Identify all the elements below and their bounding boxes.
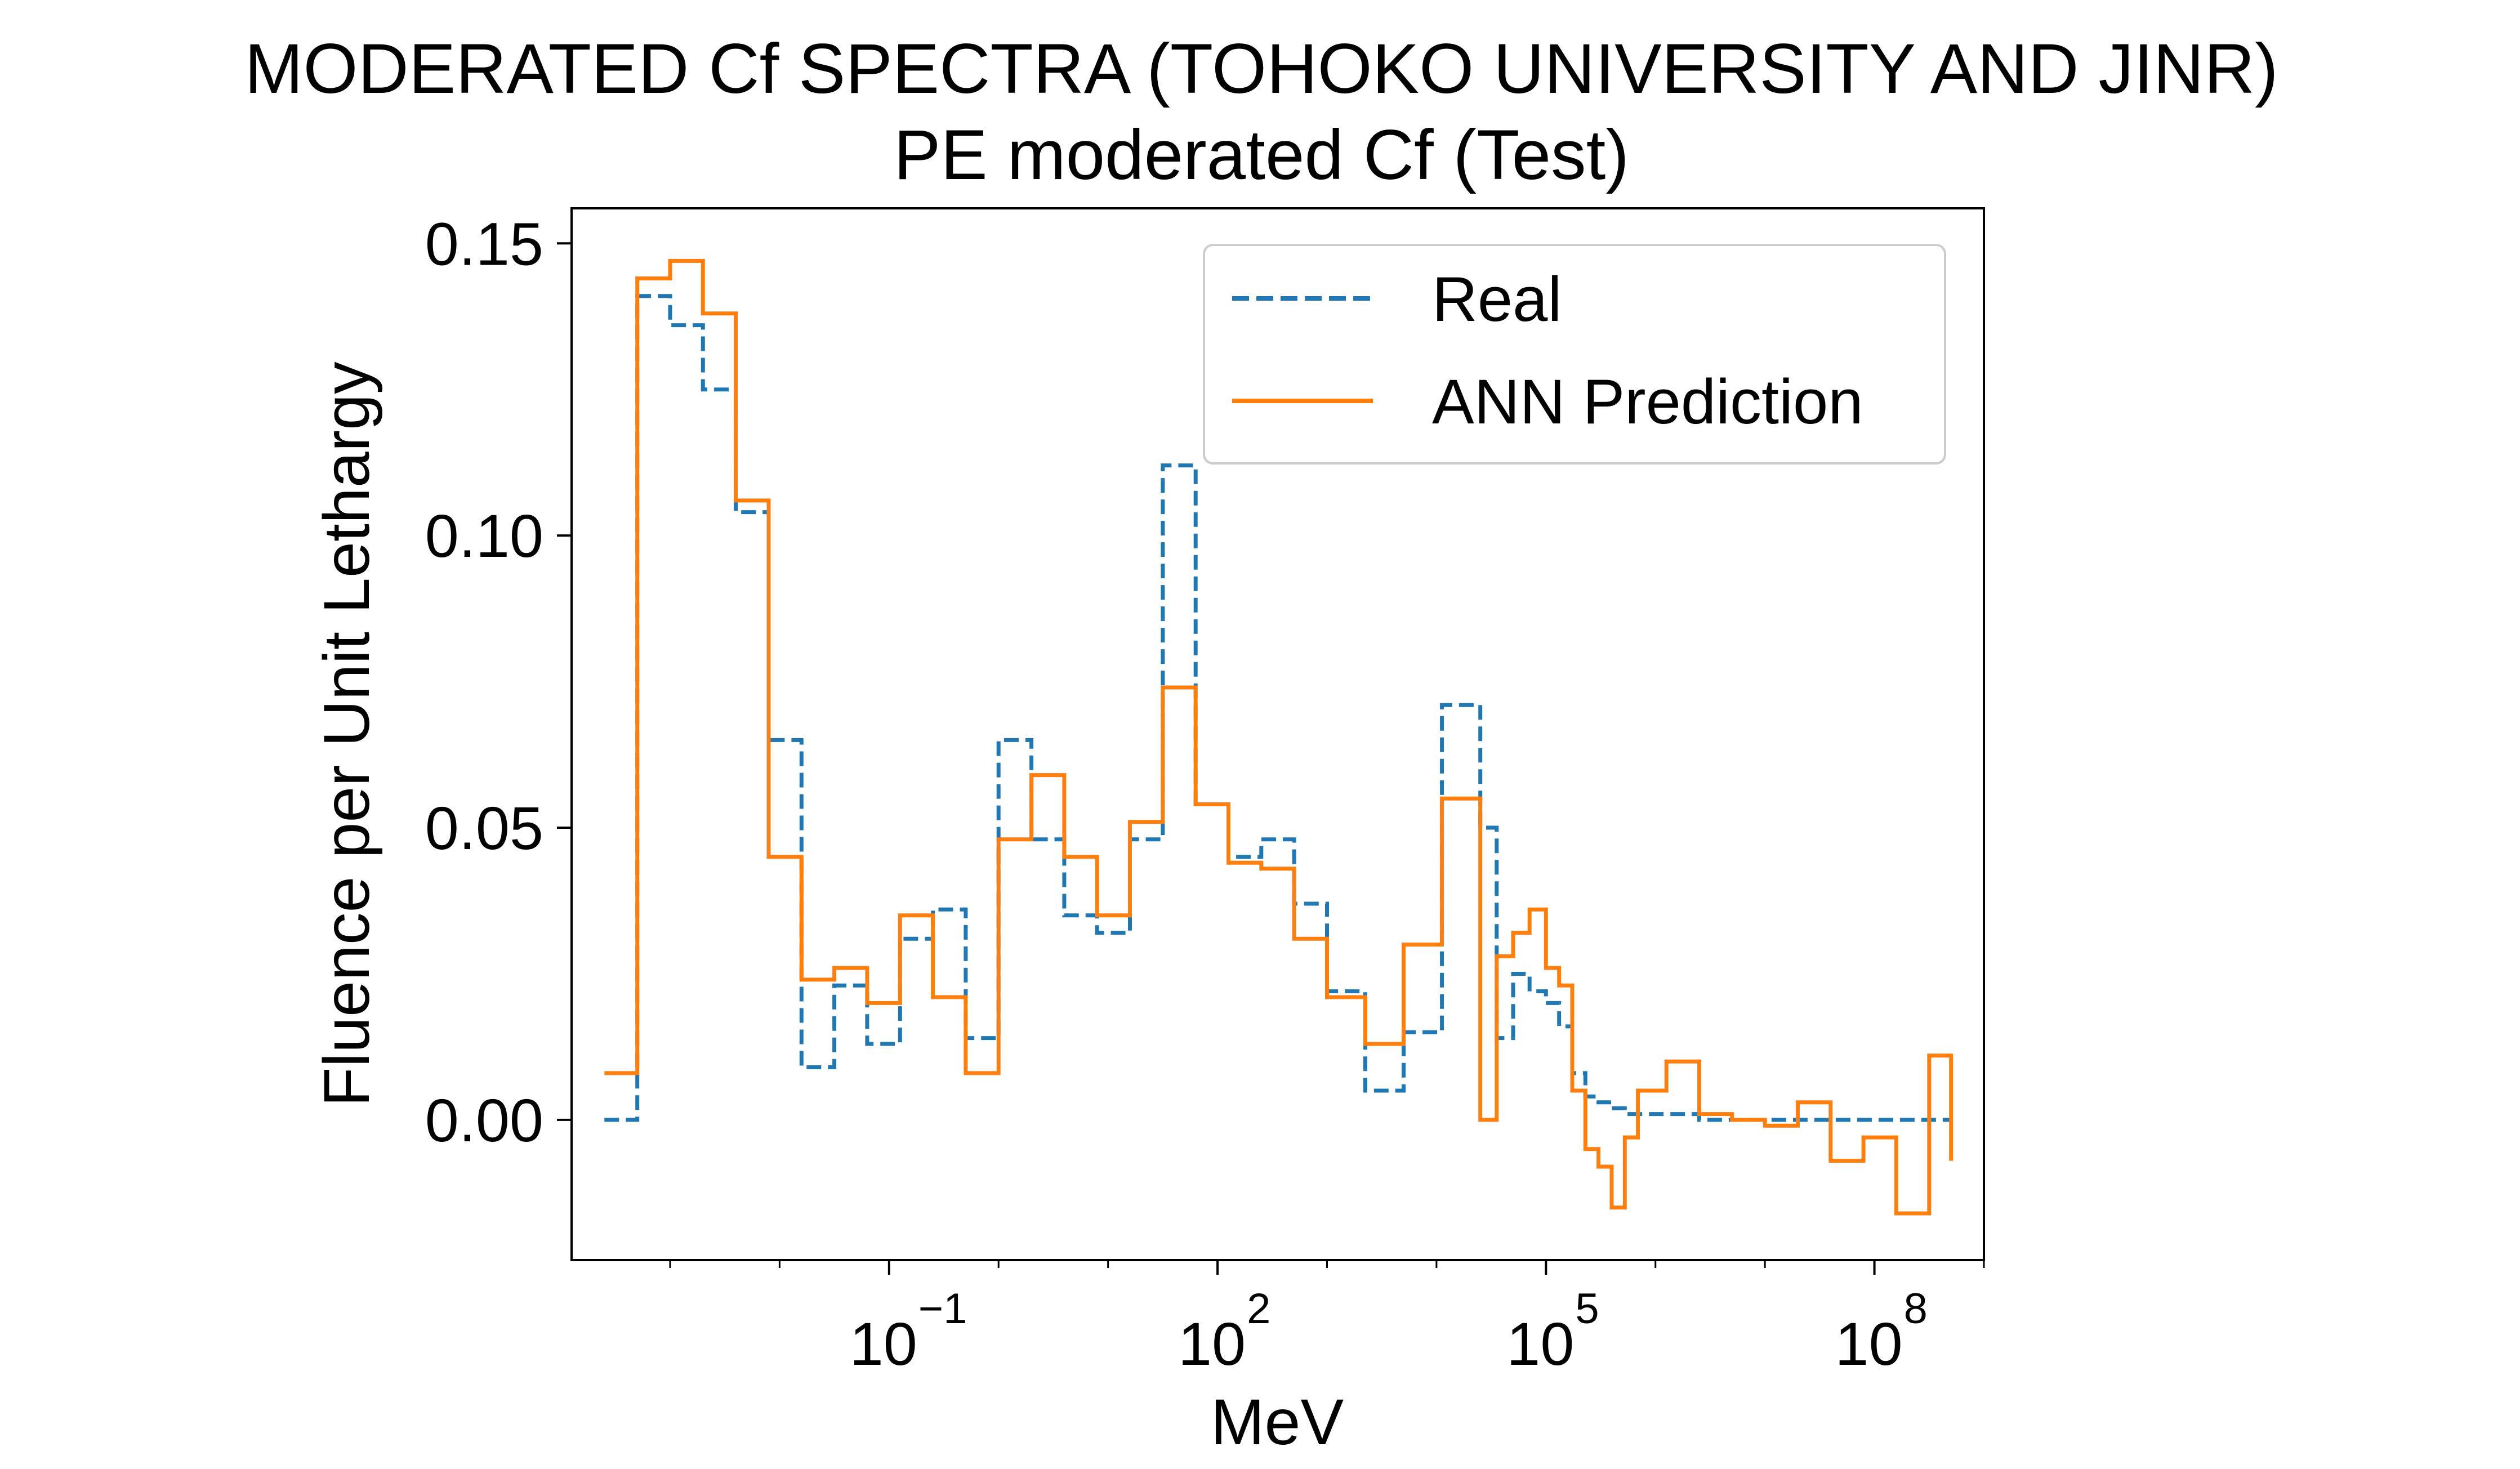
y-tick-label: 0.10	[425, 502, 543, 570]
x-tick-exponent: 5	[1575, 1285, 1599, 1333]
legend: Real ANN Prediction	[1203, 244, 1946, 465]
x-tick-label: 10	[1178, 1310, 1246, 1378]
x-tick-label: 10	[850, 1310, 917, 1378]
y-tick-label: 0.05	[425, 794, 543, 862]
chart-title: MODERATED Cf SPECTRA (TOHOKO UNIVERSITY …	[244, 30, 2278, 108]
legend-label-ann: ANN Prediction	[1432, 367, 1863, 437]
y-axis-label: Fluence per Unit Lethargy	[311, 361, 383, 1107]
plot-area	[570, 207, 1985, 1261]
series-layer	[604, 258, 1953, 1216]
x-tick-exponent: −1	[918, 1285, 967, 1333]
y-tick-label: 0.15	[425, 209, 543, 278]
series-line-1	[604, 258, 1953, 1216]
y-axis-ticks: 0.00 0.05 0.10 0.15	[425, 209, 572, 1154]
x-tick-label: 10	[1506, 1310, 1574, 1378]
x-axis-label: MeV	[1211, 1386, 1344, 1458]
chart-subtitle: PE moderated Cf (Test)	[894, 116, 1629, 194]
legend-label-real: Real	[1432, 264, 1562, 334]
x-tick-label: 10	[1835, 1310, 1903, 1378]
x-tick-exponent: 8	[1904, 1285, 1928, 1333]
y-tick-label: 0.00	[425, 1086, 543, 1154]
x-tick-exponent: 2	[1247, 1285, 1270, 1333]
legend-box	[1203, 244, 1946, 465]
